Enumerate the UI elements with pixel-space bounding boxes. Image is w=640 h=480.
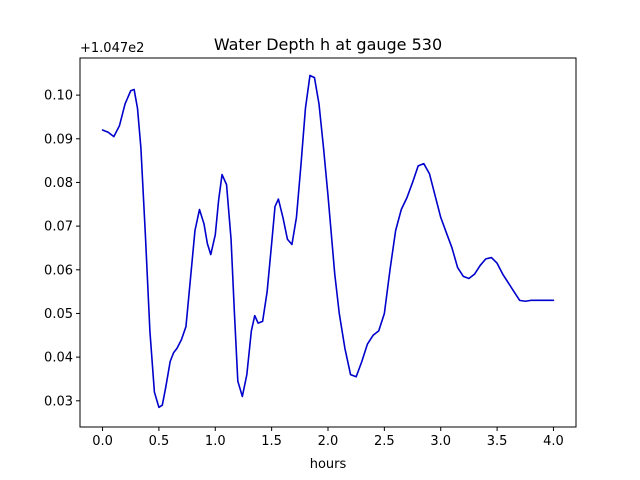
series-line-0 [101,74,555,409]
y-tick-label: 0.09 [44,132,73,147]
y-tick-label: 0.08 [44,176,73,191]
x-tick-label: 3.0 [430,434,451,449]
y-tick-label: 0.04 [44,351,73,366]
x-tick-label: 1.0 [205,434,226,449]
axes-frame [79,57,577,428]
x-tick-label: 0.0 [92,434,113,449]
x-tick-label: 1.5 [261,434,282,449]
plot-area [79,57,577,428]
x-tick-label: 2.5 [374,434,395,449]
y-tick-label: 0.07 [44,220,73,235]
x-axis-label: hours [310,457,347,472]
y-tick-label: 0.06 [44,263,73,278]
x-tick-label: 0.5 [149,434,170,449]
y-tick-label: 0.03 [44,394,73,409]
y-tick-label: 0.10 [44,89,73,104]
axis-ticks: 0.0 0.5 1.0 1.5 2.0 2.5 3.0 3.5 4.0 0.03 0.04 0.05 0… [44,89,564,449]
chart-title: Water Depth h at gauge 530 [214,35,442,54]
y-axis-offset-label: +1.047e2 [80,41,144,56]
x-tick-label: 2.0 [318,434,339,449]
x-tick-label: 3.5 [487,434,508,449]
y-tick-label: 0.05 [44,307,73,322]
x-tick-label: 4.0 [543,434,564,449]
